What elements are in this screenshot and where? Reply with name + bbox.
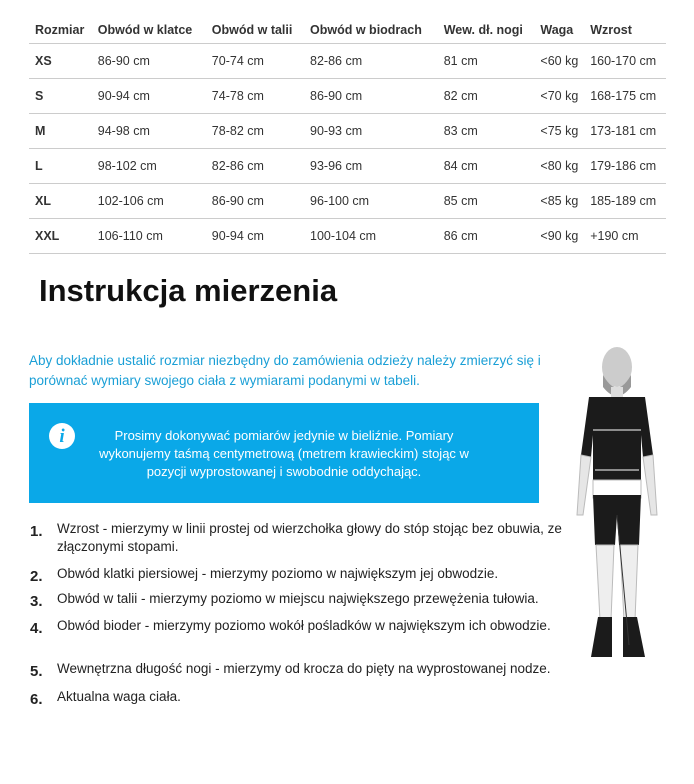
table-cell: 85 cm xyxy=(437,183,535,219)
info-text: Prosimy dokonywać pomiarów jedynie w bie… xyxy=(99,428,469,479)
body-measurement-figure xyxy=(576,347,658,657)
column-header: Obwód w klatce xyxy=(91,17,206,44)
table-cell: <90 kg xyxy=(534,218,585,254)
table-cell: S xyxy=(29,78,92,114)
table-cell: +190 cm xyxy=(584,218,666,254)
table-cell: XS xyxy=(29,43,92,79)
step-text: Aktualna waga ciała. xyxy=(57,689,181,704)
column-header: Rozmiar xyxy=(29,17,92,44)
table-cell: 96-100 cm xyxy=(304,183,438,219)
table-cell: <60 kg xyxy=(534,43,585,79)
column-header: Waga xyxy=(534,17,585,44)
table-cell: 78-82 cm xyxy=(205,113,305,149)
table-cell: 86-90 cm xyxy=(304,78,438,114)
table-cell: XXL xyxy=(29,218,92,254)
step-text: Obwód w talii - mierzymy poziomo w miejs… xyxy=(57,591,539,606)
page-title: Instrukcja mierzenia xyxy=(39,273,338,308)
table-cell: 168-175 cm xyxy=(584,78,666,114)
table-cell: 173-181 cm xyxy=(584,113,666,149)
table-cell: XL xyxy=(29,183,92,219)
table-cell: 90-94 cm xyxy=(91,78,206,114)
column-header: Obwód w biodrach xyxy=(304,17,438,44)
table-cell: 185-189 cm xyxy=(584,183,666,219)
table-cell: 86-90 cm xyxy=(91,43,206,79)
table-cell: 160-170 cm xyxy=(584,43,666,79)
table-cell: 70-74 cm xyxy=(205,43,305,79)
list-item: 5. Wewnętrzna długość nogi - mierzymy od … xyxy=(30,660,572,680)
table-cell: 74-78 cm xyxy=(205,78,305,114)
figure-shoes xyxy=(591,617,645,657)
table-row: M 94-98 cm 78-82 cm 90-93 cm 83 cm <75 kg 173-… xyxy=(29,113,666,149)
table-row: L 98-102 cm 82-86 cm 93-96 cm 84 cm <80 kg 179… xyxy=(29,148,666,184)
table-cell: L xyxy=(29,148,92,184)
table-cell: <85 kg xyxy=(534,183,585,219)
list-item: 1. Wzrost - mierzymy w linii prostej od w… xyxy=(30,520,572,556)
table-cell: <80 kg xyxy=(534,148,585,184)
table-row: S 90-94 cm 74-78 cm 86-90 cm 82 cm <70 kg 168-… xyxy=(29,78,666,114)
list-item: 3. Obwód w talii - mierzymy poziomo w mie… xyxy=(30,590,572,610)
table-row: XL 102-106 cm 86-90 cm 96-100 cm 85 cm <85 kg… xyxy=(29,183,666,219)
table-cell: 84 cm xyxy=(437,148,535,184)
step-number: 1. xyxy=(30,523,43,540)
table-cell: 82-86 cm xyxy=(304,43,438,79)
table-cell: <75 kg xyxy=(534,113,585,149)
table-cell: 86 cm xyxy=(437,218,535,254)
list-item: 6. Aktualna waga ciała. xyxy=(30,688,572,708)
table-cell: 90-94 cm xyxy=(205,218,305,254)
intro-text: Aby dokładnie ustalić rozmiar niezbędny … xyxy=(29,353,541,388)
table-cell: 102-106 cm xyxy=(91,183,206,219)
table-cell: 100-104 cm xyxy=(304,218,438,254)
column-header: Wzrost xyxy=(584,17,666,44)
table-cell: 93-96 cm xyxy=(304,148,438,184)
step-number: 4. xyxy=(30,620,43,637)
table-cell: <70 kg xyxy=(534,78,585,114)
step-text: Wewnętrzna długość nogi - mierzymy od kr… xyxy=(57,661,551,676)
table-cell: 82-86 cm xyxy=(205,148,305,184)
table-cell: 83 cm xyxy=(437,113,535,149)
table-cell: 179-186 cm xyxy=(584,148,666,184)
table-cell: 98-102 cm xyxy=(91,148,206,184)
figure-head xyxy=(602,347,632,387)
step-number: 5. xyxy=(30,663,43,680)
list-item: 2. Obwód klatki piersiowej - mierzymy poz… xyxy=(30,565,572,585)
table-cell: M xyxy=(29,113,92,149)
table-cell: 81 cm xyxy=(437,43,535,79)
info-box: i Prosimy dokonywać pomiarów jedynie w b… xyxy=(29,403,539,503)
step-number: 3. xyxy=(30,593,43,610)
figure-jersey xyxy=(581,397,653,480)
info-icon: i xyxy=(49,423,75,449)
column-header: Wew. dł. nogi xyxy=(437,17,535,44)
step-text: Obwód klatki piersiowej - mierzymy pozio… xyxy=(57,566,499,581)
table-cell: 90-93 cm xyxy=(304,113,438,149)
size-table: Rozmiar Obwód w klatce Obwód w talii Obwód … xyxy=(29,17,666,254)
table-cell: 94-98 cm xyxy=(91,113,206,149)
step-number: 6. xyxy=(30,691,43,708)
column-header: Obwód w talii xyxy=(205,17,305,44)
step-number: 2. xyxy=(30,568,43,585)
table-row: XXL 106-110 cm 90-94 cm 100-104 cm 86 cm <90 … xyxy=(29,218,666,254)
step-text: Wzrost - mierzymy w linii prostej od wie… xyxy=(57,521,562,554)
figure-shorts xyxy=(593,495,641,545)
table-cell: 82 cm xyxy=(437,78,535,114)
table-row: XS 86-90 cm 70-74 cm 82-86 cm 81 cm <60 kg 160… xyxy=(29,43,666,79)
step-text: Obwód bioder - mierzymy poziomo wokół po… xyxy=(57,618,551,633)
table-cell: 106-110 cm xyxy=(91,218,206,254)
list-item: 4. Obwód bioder - mierzymy poziomo wokół … xyxy=(30,617,572,637)
table-cell: 86-90 cm xyxy=(205,183,305,219)
